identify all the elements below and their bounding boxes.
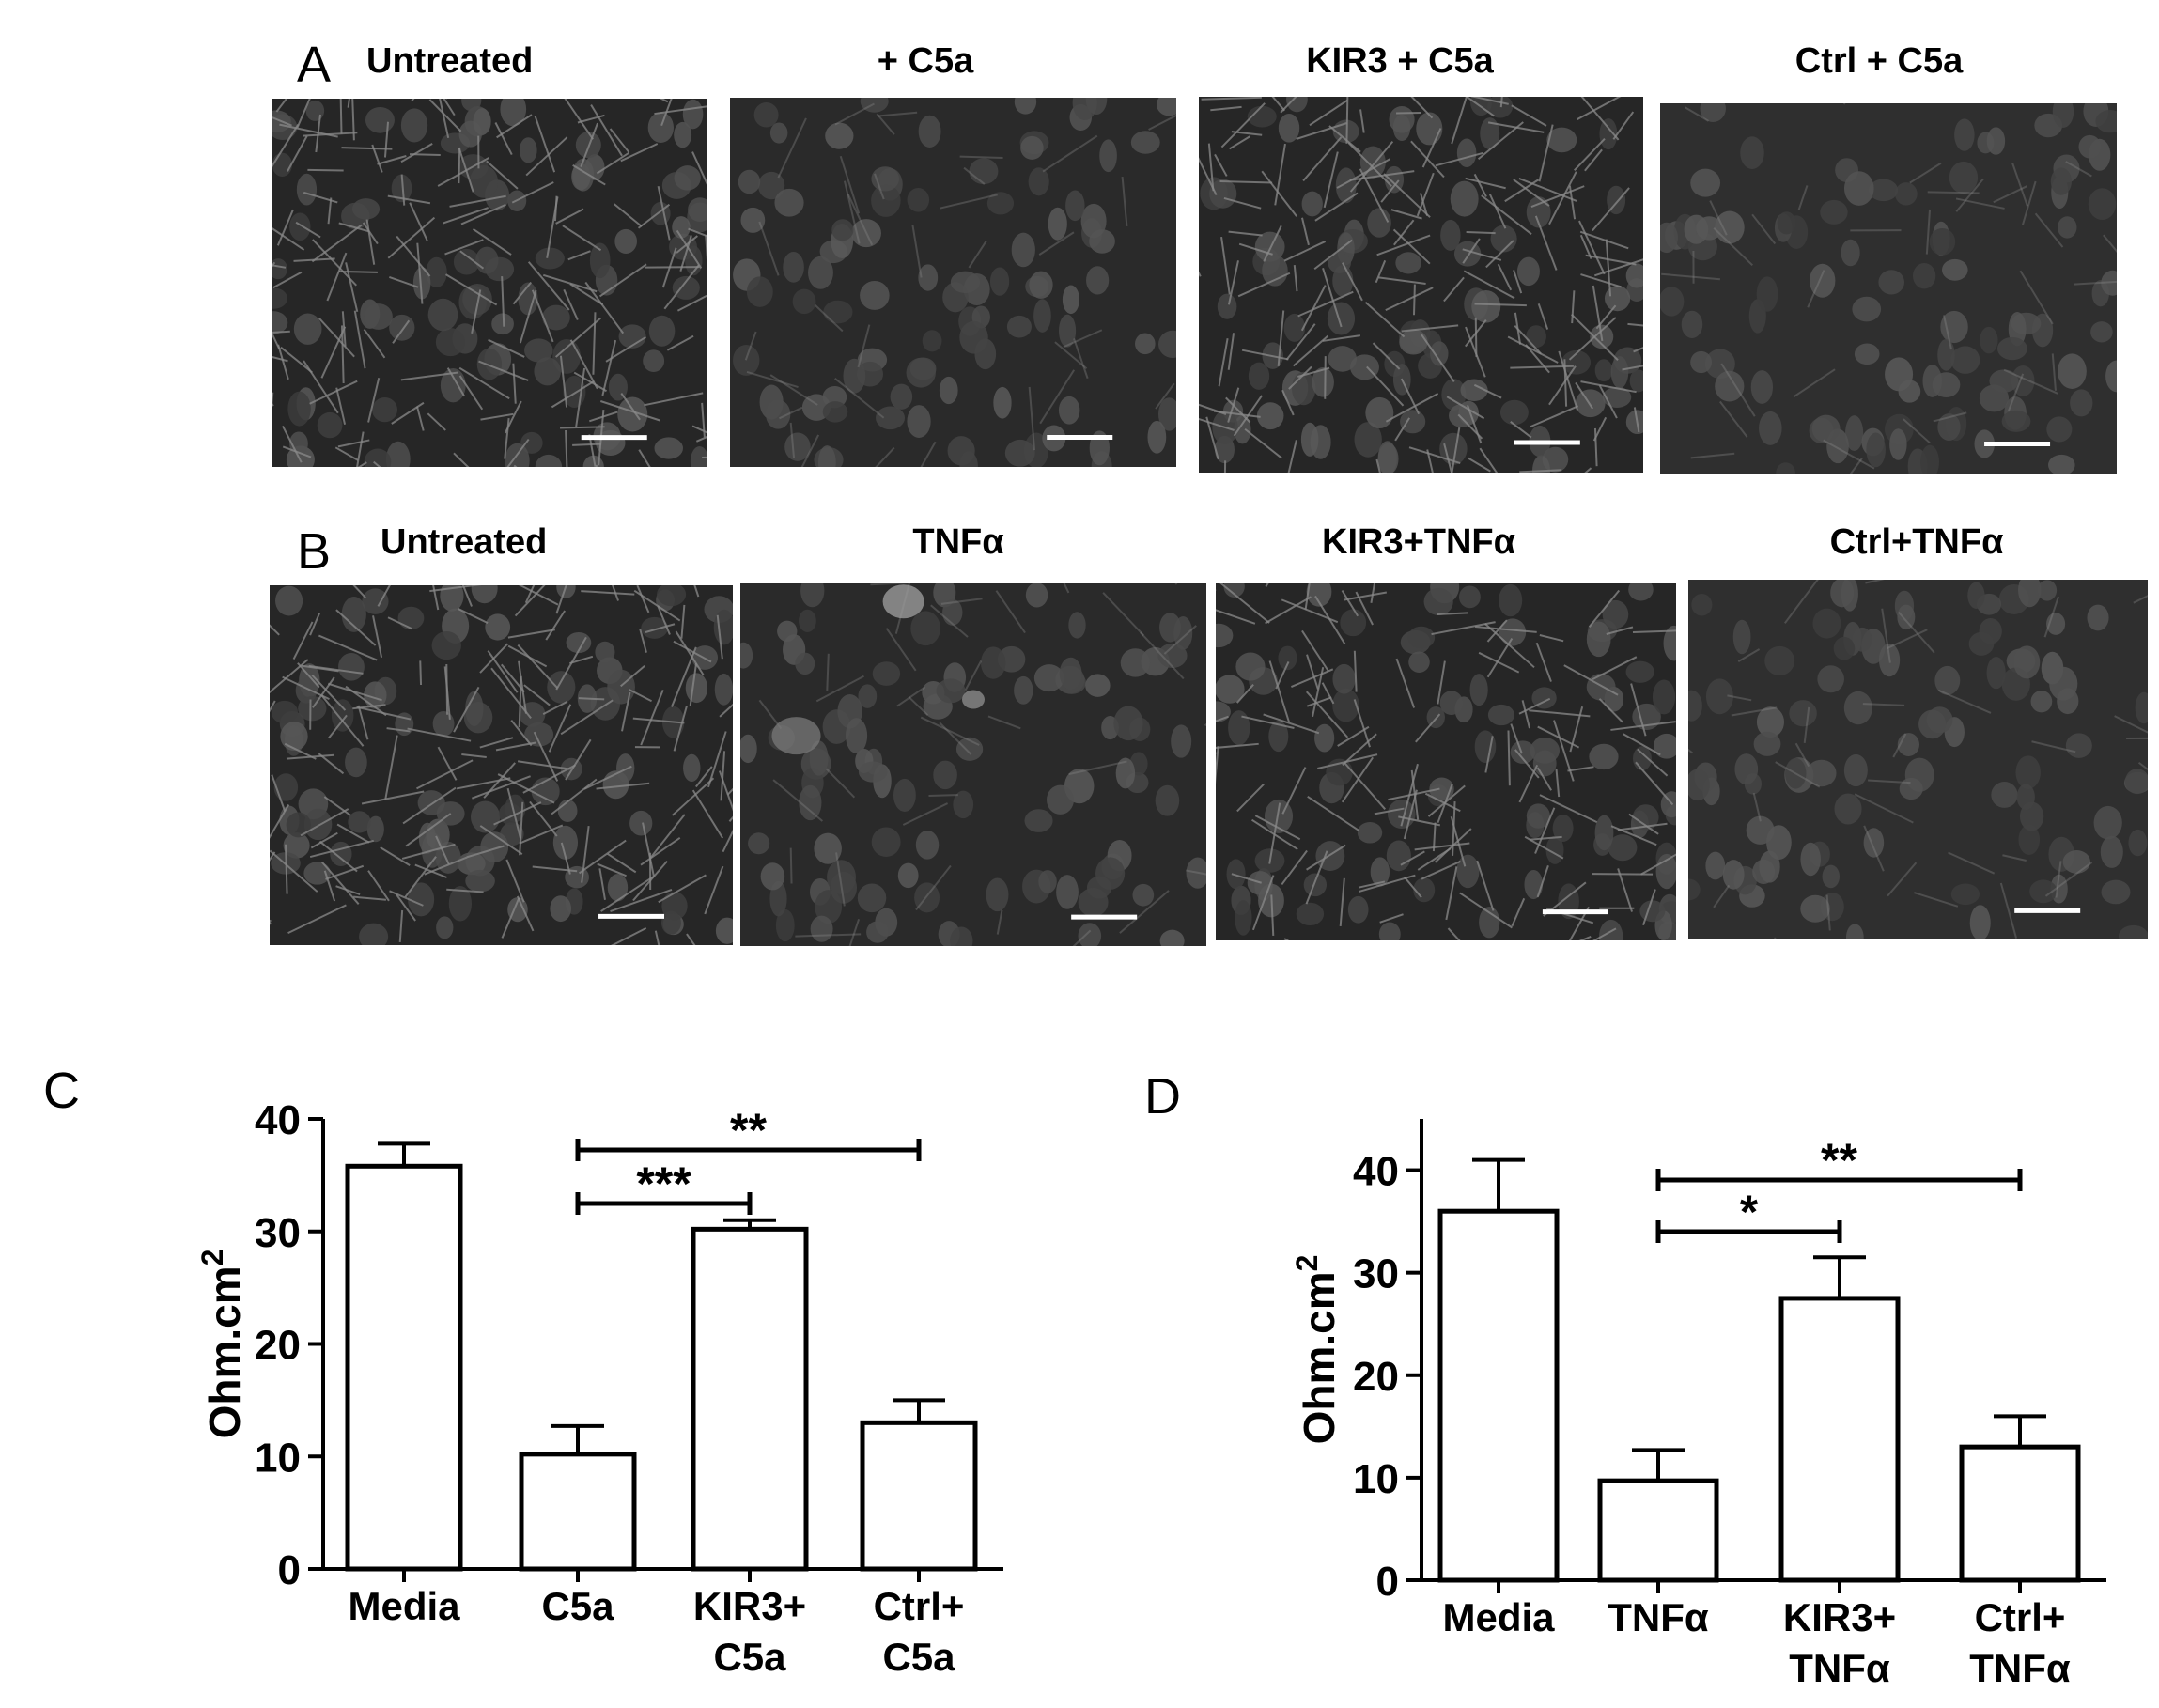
micrograph-texture [1199,97,1643,473]
chart-c: 0 10 20 30 40 Ohm.cm2 Media C5a KIR3+ C5a Ctrl+ C5a… [195,1097,1003,1679]
panel-b-title-ctrl-tnfa: Ctrl+TNFα [1829,522,2004,562]
significance-label: ** [1821,1134,1857,1187]
panel-a-title-ctrl-c5a: Ctrl + C5a [1794,41,1964,81]
micrograph [730,98,1176,467]
y-tick-label: 20 [255,1323,301,1369]
bar [691,1226,809,1572]
category-label: TNFα [1789,1646,1890,1690]
panel-d-letter: D [1144,1068,1181,1125]
y-axis-label-superscript: 2 [1290,1255,1324,1272]
category-label: Media [348,1584,460,1628]
y-tick-label: 40 [255,1097,301,1143]
category-label: C5a [541,1584,614,1628]
category-label: KIR3+ [693,1584,806,1628]
bar [860,1420,978,1572]
micrograph [740,583,1206,946]
micrograph-texture [1216,583,1676,940]
category-label: Ctrl+ [1975,1595,2066,1639]
micrograph-texture [1688,580,2148,939]
y-axis-label-d: Ohm.cm2 [1290,1255,1344,1445]
panel-b-title-untreated: Untreated [381,522,548,562]
y-tick-label: 30 [1353,1251,1399,1297]
category-label: C5a [882,1635,955,1679]
y-tick-label: 0 [278,1547,301,1593]
significance-label: ** [730,1104,767,1157]
significance-label: * [1740,1186,1759,1238]
bar [519,1452,637,1572]
y-axis-label-superscript: 2 [195,1250,229,1266]
bar [1437,1208,1560,1583]
category-label: Media [1442,1595,1555,1639]
panel-a-title-kir3-c5a: KIR3 + C5a [1306,41,1494,81]
micrograph-texture [740,583,1206,946]
micrograph-texture [1660,103,2117,474]
panel-a-letter: A [297,37,332,93]
micrograph [1216,583,1676,940]
micrograph-texture [272,99,707,467]
y-tick-label: 40 [1353,1149,1399,1195]
panel-b-letter: B [297,523,332,580]
panel-c-letter: C [43,1063,80,1119]
category-label: TNFα [1969,1646,2071,1690]
category-label: Ctrl+ [874,1584,965,1628]
y-tick-label: 10 [1353,1456,1399,1502]
micrograph-texture [730,98,1176,467]
bar [1959,1444,2081,1583]
bar [345,1163,463,1572]
micrograph [272,99,707,467]
panel-b-title-kir3-tnfa: KIR3+TNFα [1322,522,1515,562]
micrograph [1660,103,2117,474]
chart-d: 0 10 20 30 40 Ohm.cm2 Media TNFα KIR3+ TNFα Ctrl+ T… [1290,1119,2106,1690]
significance-label: *** [636,1157,691,1210]
y-tick-label: 30 [255,1210,301,1256]
bar [1778,1296,1901,1583]
y-tick-label: 10 [255,1435,301,1481]
micrograph-texture [270,585,733,945]
category-label: C5a [713,1635,786,1679]
panel-b-title-tnfa: TNFα [912,522,1004,562]
category-label: TNFα [1608,1595,1709,1639]
micrograph [1199,97,1643,473]
y-axis-label-c: Ohm.cm2 [195,1250,249,1439]
category-label: KIR3+ [1783,1595,1896,1639]
micrograph [270,585,733,945]
panel-a-title-untreated: Untreated [366,41,534,81]
y-tick-label: 20 [1353,1354,1399,1400]
micrograph [1688,580,2148,939]
y-tick-label: 0 [1376,1559,1399,1605]
bar [1597,1478,1719,1583]
panel-a-title-c5a: + C5a [877,41,974,81]
